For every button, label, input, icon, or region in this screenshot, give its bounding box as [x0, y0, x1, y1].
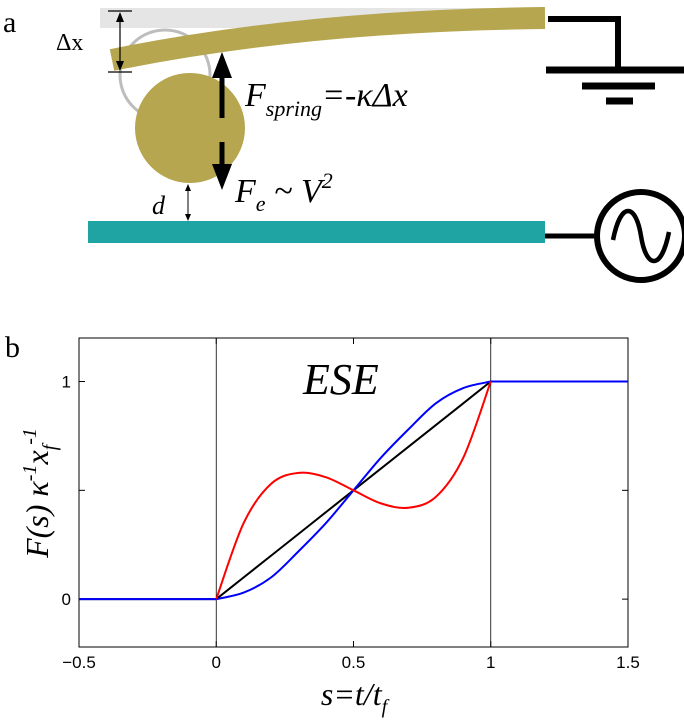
y-axis-label: F(s) κ-1xf-1 — [19, 428, 61, 559]
y-tick-labels: 01 — [62, 373, 71, 610]
x-axis-label: s=t/tf — [321, 676, 390, 718]
x-tick-label: −0.5 — [62, 653, 96, 672]
electrostatic-force-label: Fe ~ V2 — [234, 168, 333, 216]
x-tick-labels: −0.5 0 0.5 1 1.5 — [62, 653, 640, 672]
cantilever-beam — [109, 7, 546, 71]
ese-annotation: ESE — [302, 355, 379, 404]
panel-b: b −0.5 0 0.5 1 1.5 01 ESE F(s) κ-1xf-1 s=t/t… — [5, 331, 640, 718]
x-tick-label: 0.5 — [342, 653, 366, 672]
spring-arrow-head — [212, 52, 232, 78]
electrostatic-arrow-head — [212, 164, 232, 190]
panel-b-label: b — [5, 331, 20, 364]
dx-label: Δx — [56, 30, 83, 56]
sphere-tip — [135, 73, 245, 183]
electrode-plate — [88, 221, 545, 243]
ac-source-icon — [545, 189, 684, 283]
chart-series — [79, 380, 629, 601]
gap-arrow-up — [185, 184, 191, 191]
x-tick-label: 1.5 — [616, 653, 640, 672]
x-tick-label: 0 — [212, 653, 221, 672]
y-tick-label: 0 — [62, 590, 71, 609]
reference-lines — [215, 338, 492, 647]
dx-arrow-up — [116, 12, 124, 22]
panel-a-label: a — [3, 6, 16, 39]
x-tick-label: 1 — [486, 653, 495, 672]
series-line-2 — [215, 381, 492, 600]
spring-force-label: Fspring=-κΔx — [244, 77, 408, 121]
ground-icon — [546, 16, 684, 105]
panel-a: a Δx Fspring=-κΔx Fe ~ V2 d — [3, 6, 684, 283]
gap-arrow-down — [185, 214, 191, 221]
gap-label: d — [152, 191, 166, 220]
y-tick-label: 1 — [62, 373, 71, 392]
dx-arrow-down — [116, 61, 124, 71]
